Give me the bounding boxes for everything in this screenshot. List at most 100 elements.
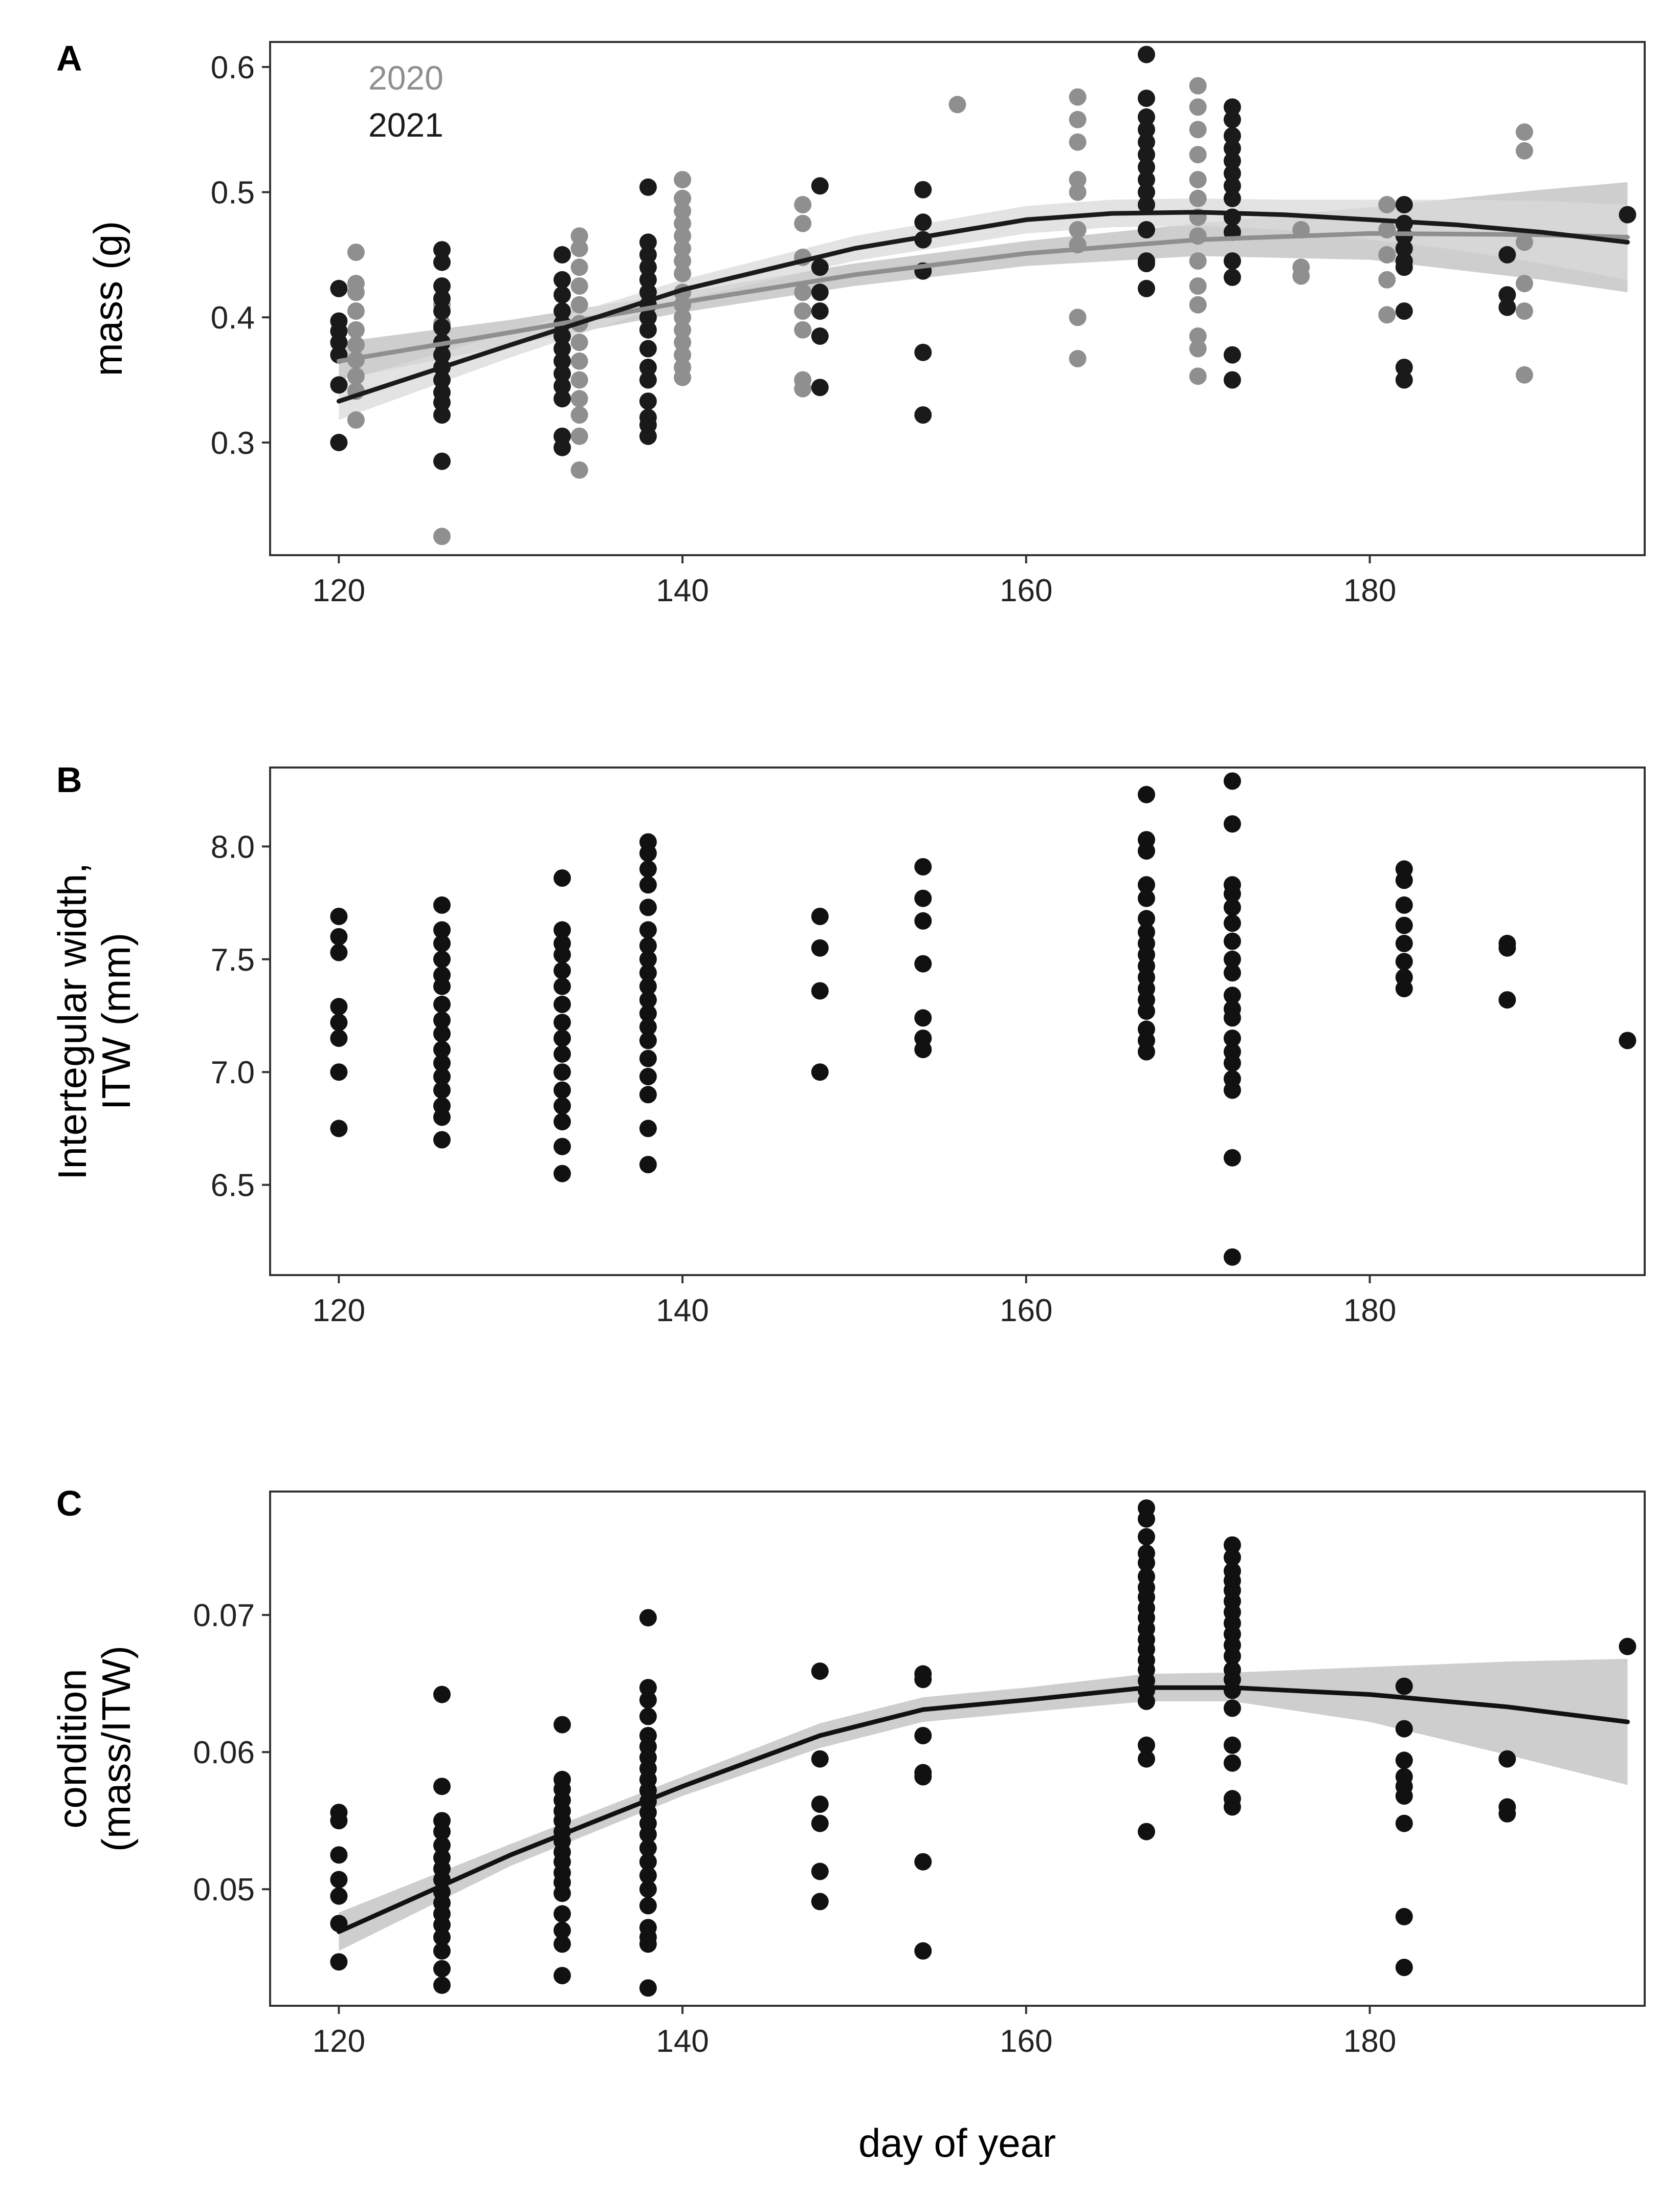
- data-point-b-itw-109: [1395, 916, 1413, 934]
- data-point-c-condition-94: [1138, 1736, 1155, 1754]
- data-point-a-2020-37: [674, 309, 692, 326]
- data-point-a-2020-87: [1515, 302, 1533, 320]
- y-tick-label-a-0: 0.3: [211, 426, 255, 461]
- data-point-b-itw-108: [1395, 896, 1413, 914]
- data-point-c-condition-41: [639, 1679, 657, 1697]
- data-point-a-2020-30: [674, 214, 692, 232]
- data-point-a-2021-42: [639, 321, 657, 339]
- ribbons-c: [339, 1659, 1628, 1951]
- data-point-b-itw-42: [639, 860, 657, 878]
- data-point-a-2021-100: [1498, 286, 1516, 304]
- data-point-a-2021-99: [1498, 246, 1516, 264]
- y-tick-label-a-2: 0.5: [211, 176, 255, 211]
- data-point-c-condition-39: [554, 1967, 571, 1984]
- data-point-b-itw-41: [639, 844, 657, 862]
- data-point-b-itw-16: [433, 1025, 451, 1043]
- data-point-b-itw-110: [1395, 934, 1413, 952]
- data-point-a-2020-72: [1189, 327, 1207, 345]
- data-point-a-2020-53: [1069, 111, 1087, 128]
- data-point-a-2020-5: [347, 336, 365, 354]
- data-point-c-condition-115: [1223, 1798, 1241, 1816]
- y-tick-label-b-2: 7.5: [211, 943, 255, 978]
- data-point-a-2021-43: [639, 340, 657, 358]
- data-point-a-2021-83: [1223, 189, 1241, 207]
- data-point-a-2020-78: [1378, 196, 1396, 213]
- data-point-b-itw-15: [433, 1011, 451, 1029]
- data-point-a-2021-35: [639, 233, 657, 251]
- data-point-c-condition-58: [639, 1897, 657, 1915]
- x-tick-label-a-120: 120: [313, 573, 365, 608]
- data-point-c-condition-116: [1395, 1677, 1413, 1695]
- data-point-a-2020-73: [1189, 340, 1207, 358]
- data-point-a-2020-81: [1378, 271, 1396, 289]
- data-point-b-itw-6: [330, 1063, 348, 1081]
- data-point-c-condition-56: [639, 1867, 657, 1885]
- data-point-a-2020-17: [570, 277, 588, 295]
- data-point-a-2021-55: [811, 379, 829, 397]
- data-point-b-itw-61: [811, 982, 829, 1000]
- data-point-b-itw-0: [330, 908, 348, 925]
- data-point-b-itw-7: [330, 1120, 348, 1137]
- data-point-a-2020-55: [1069, 171, 1087, 189]
- data-point-b-itw-98: [1223, 1009, 1241, 1027]
- data-point-c-condition-121: [1395, 1787, 1413, 1805]
- data-point-a-2021-68: [1138, 158, 1155, 176]
- data-point-a-2021-82: [1223, 177, 1241, 195]
- data-point-a-2020-84: [1515, 142, 1533, 160]
- data-point-c-condition-98: [1223, 1548, 1241, 1566]
- data-point-b-itw-93: [1223, 932, 1241, 950]
- data-point-a-2020-27: [674, 171, 692, 189]
- data-point-a-2021-61: [914, 406, 932, 424]
- data-point-c-condition-93: [1138, 1693, 1155, 1710]
- data-point-c-condition-1: [330, 1812, 348, 1830]
- data-point-b-itw-60: [811, 939, 829, 957]
- data-point-c-condition-111: [1223, 1699, 1241, 1717]
- data-point-a-2020-25: [570, 427, 588, 445]
- data-point-a-2021-86: [1223, 252, 1241, 270]
- data-point-a-2021-52: [811, 283, 829, 301]
- data-point-c-condition-19: [433, 1929, 451, 1946]
- data-point-a-2021-78: [1223, 127, 1241, 145]
- panel-c: C 120 140 160 180 0.05 0.06 0.07 condition(mass/…: [50, 1483, 1646, 2059]
- data-point-a-2021-67: [1138, 146, 1155, 164]
- data-point-a-2020-10: [433, 528, 451, 545]
- y-axis-title-c-line-1: condition: [50, 1669, 95, 1828]
- data-point-a-2020-23: [570, 390, 588, 408]
- data-point-b-itw-22: [433, 1108, 451, 1126]
- data-point-a-2021-20: [433, 452, 451, 470]
- data-point-a-2021-81: [1223, 164, 1241, 182]
- data-point-a-2021-76: [1223, 98, 1241, 116]
- data-point-a-2020-62: [1189, 98, 1207, 116]
- data-point-a-2020-66: [1189, 189, 1207, 207]
- data-point-c-condition-6: [330, 1953, 348, 1971]
- data-point-c-condition-80: [1138, 1554, 1155, 1572]
- data-point-a-2021-101: [1498, 298, 1516, 316]
- data-point-b-itw-70: [1138, 785, 1155, 803]
- data-point-a-2020-50: [794, 380, 812, 398]
- data-point-a-2020-21: [570, 352, 588, 370]
- data-point-a-2021-51: [811, 258, 829, 276]
- data-point-a-2020-15: [570, 239, 588, 257]
- data-point-c-condition-128: [1619, 1637, 1637, 1655]
- data-point-b-itw-31: [554, 1014, 571, 1032]
- data-point-b-itw-19: [433, 1068, 451, 1085]
- data-point-a-2020-9: [347, 411, 365, 429]
- data-point-c-condition-63: [811, 1662, 829, 1680]
- data-point-c-condition-95: [1138, 1750, 1155, 1768]
- data-point-a-2020-51: [948, 96, 966, 114]
- data-point-a-2021-89: [1223, 371, 1241, 389]
- x-tick-label-a-140: 140: [656, 573, 709, 608]
- data-point-c-condition-73: [914, 1768, 932, 1786]
- x-tick-label-b-120: 120: [313, 1293, 365, 1328]
- data-point-c-condition-122: [1395, 1814, 1413, 1832]
- points-b: [330, 772, 1637, 1266]
- confidence-ribbon-c-condition: [339, 1659, 1628, 1951]
- data-point-b-itw-86: [1138, 1043, 1155, 1061]
- data-point-b-itw-32: [554, 1029, 571, 1047]
- y-axis-title-b-line-1: Intertegular width,: [50, 863, 95, 1180]
- data-point-c-condition-70: [914, 1671, 932, 1689]
- data-point-c-condition-125: [1498, 1750, 1516, 1768]
- data-point-b-itw-104: [1223, 1149, 1241, 1167]
- x-tick-label-c-120: 120: [313, 2024, 365, 2059]
- data-point-c-condition-96: [1138, 1823, 1155, 1841]
